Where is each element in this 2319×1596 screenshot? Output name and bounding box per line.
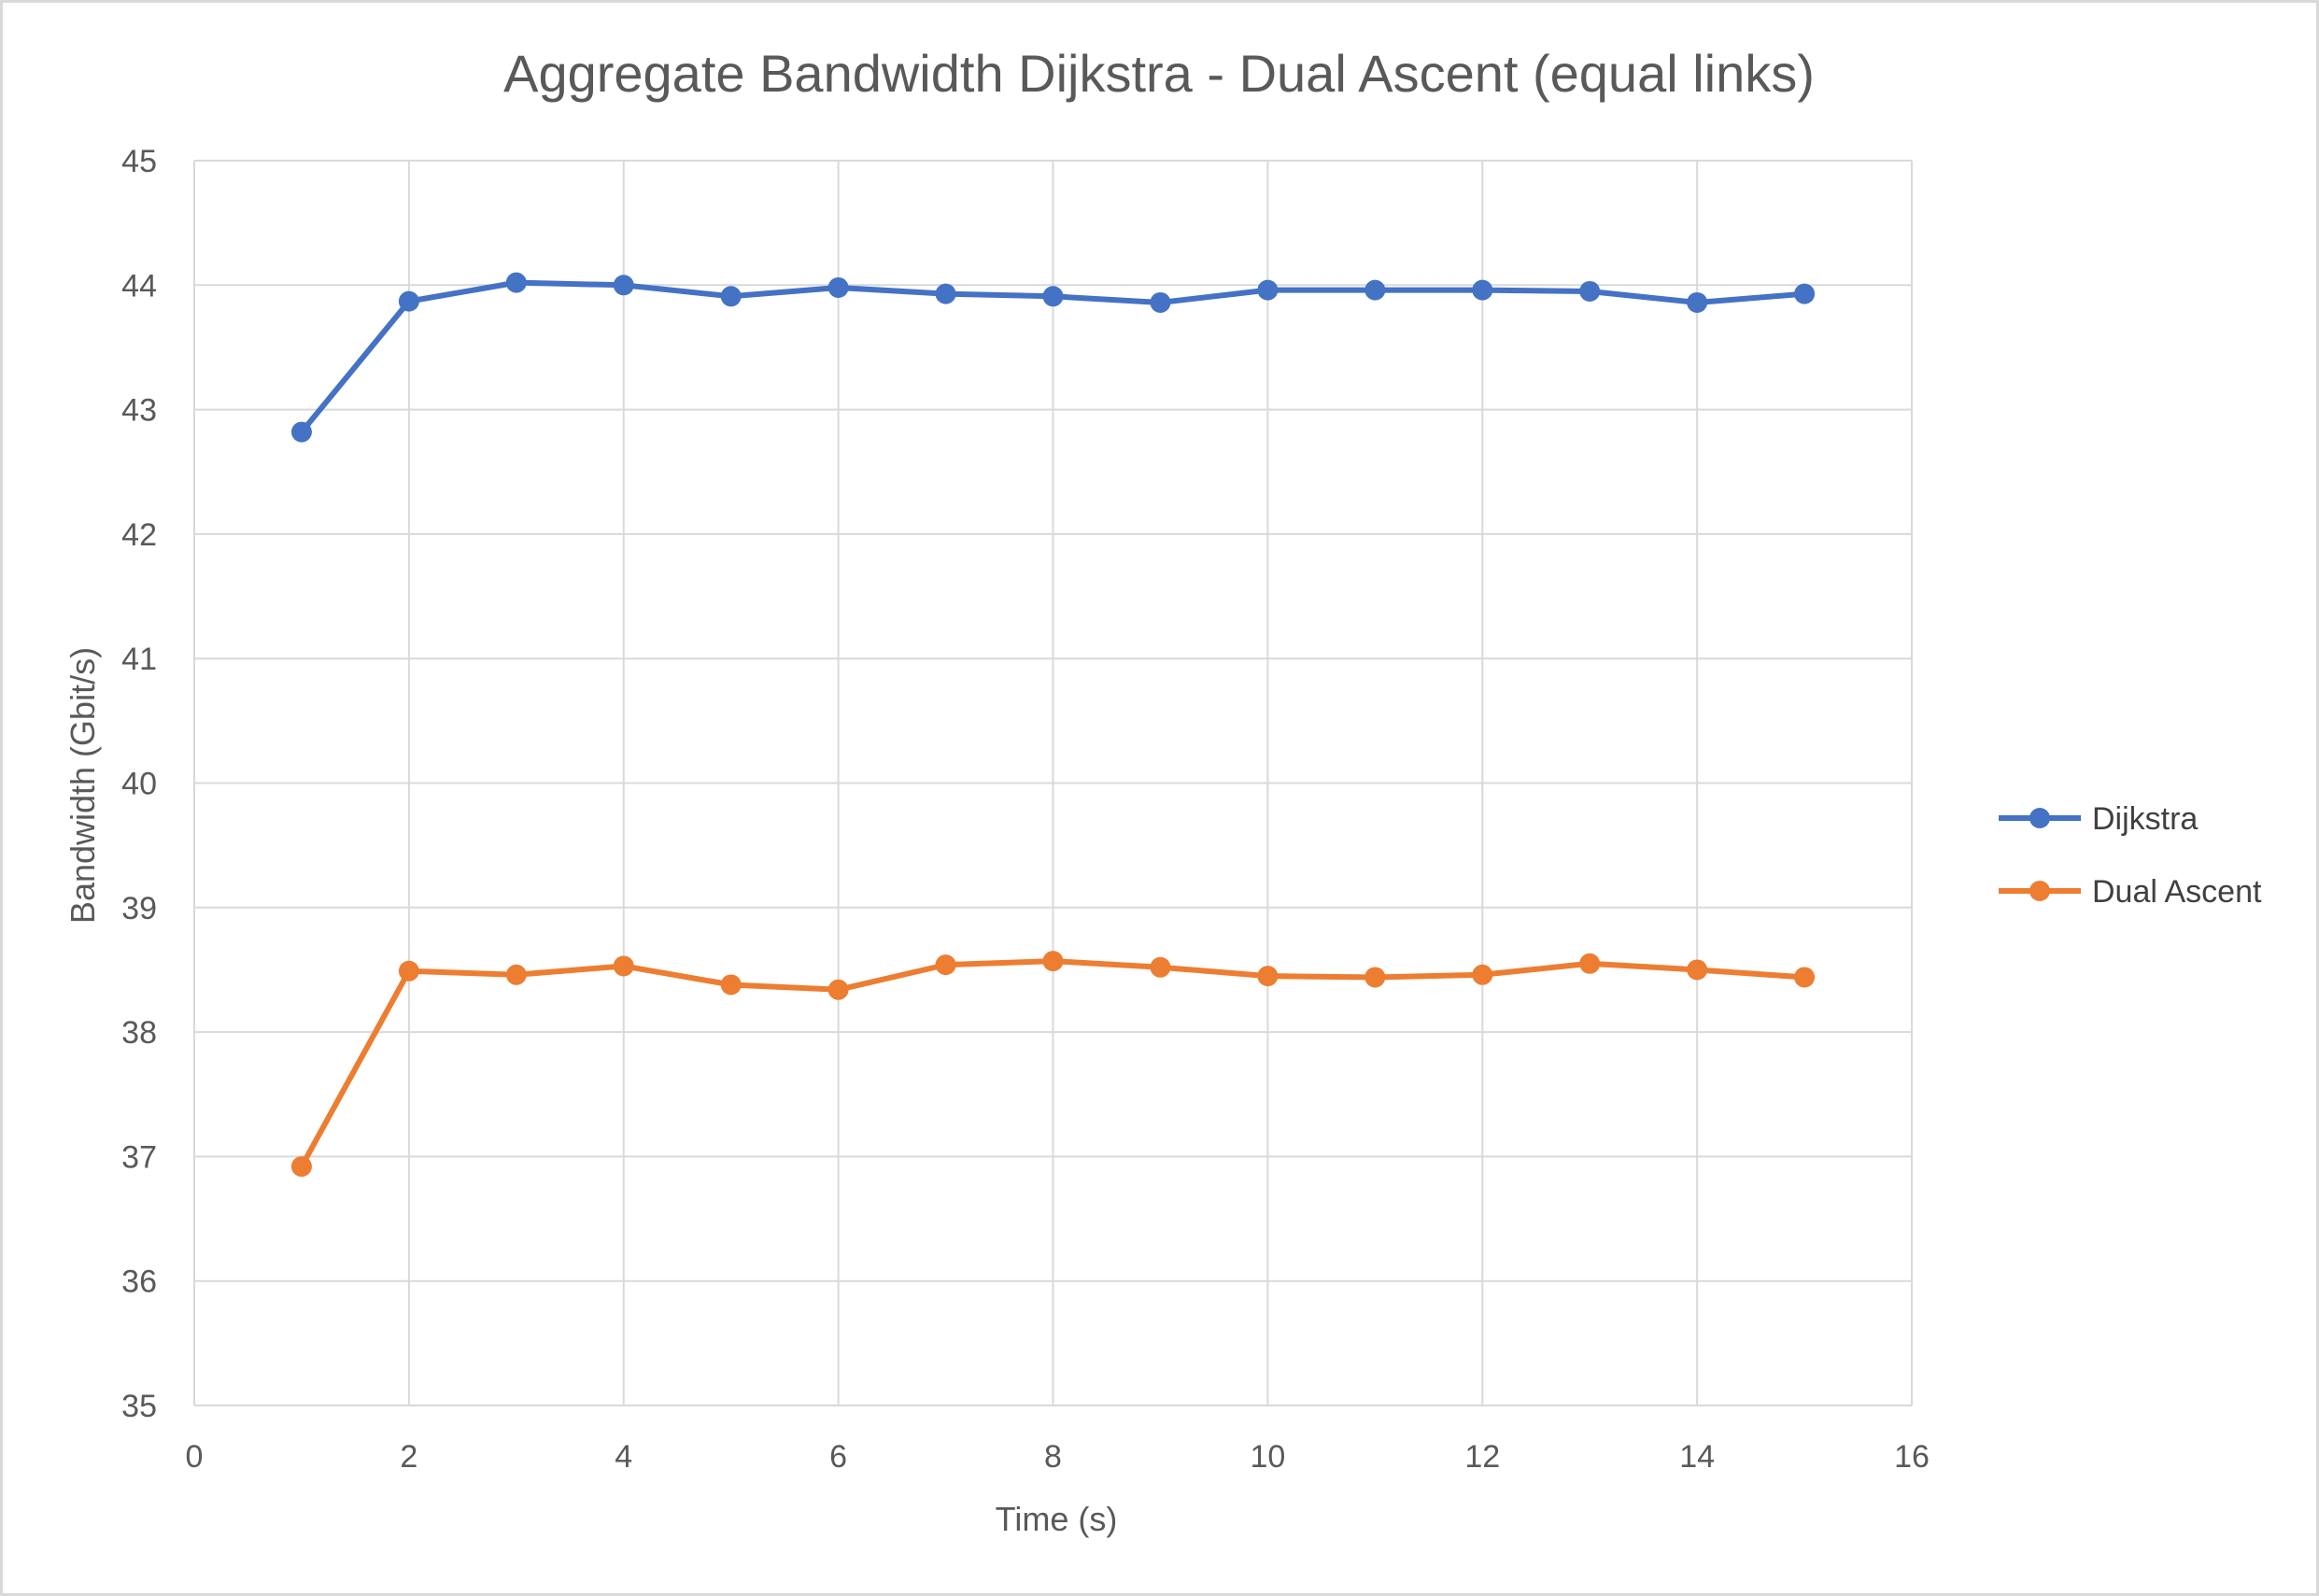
- y-axis-ticks: 35 36 37 38 39 40 41 42 43 44 45: [121, 144, 157, 1424]
- x-axis-title: Time (s): [996, 1500, 1118, 1538]
- x-tick-label: 10: [1250, 1439, 1285, 1475]
- data-point: [1472, 964, 1493, 985]
- data-point: [1150, 956, 1171, 978]
- data-point: [720, 974, 742, 996]
- legend-item: Dual Ascent: [1999, 874, 2262, 910]
- data-point: [935, 283, 956, 304]
- x-tick-label: 2: [400, 1439, 417, 1475]
- data-point: [1794, 967, 1816, 988]
- series-layer: [290, 272, 1816, 1178]
- data-point: [505, 964, 527, 985]
- data-point: [1794, 283, 1816, 304]
- data-point: [1150, 291, 1171, 313]
- data-point: [505, 272, 527, 293]
- y-tick-label: 37: [121, 1139, 157, 1175]
- data-point: [720, 286, 742, 307]
- y-tick-label: 41: [121, 642, 157, 677]
- x-tick-label: 14: [1679, 1439, 1715, 1475]
- data-point: [1042, 286, 1064, 307]
- x-gridlines: [193, 161, 1913, 1405]
- y-tick-label: 39: [121, 891, 157, 926]
- legend-label: Dijkstra: [2092, 801, 2198, 837]
- data-point: [1472, 279, 1493, 301]
- x-tick-label: 6: [829, 1439, 847, 1475]
- data-point: [1257, 279, 1279, 301]
- data-point: [1365, 967, 1386, 988]
- legend-swatch-marker: [2029, 808, 2050, 828]
- x-axis-ticks: 0 2 4 6 8 10 12 14 16: [186, 1439, 1930, 1475]
- y-axis-title: Bandwidth (Gbit/s): [64, 647, 102, 924]
- data-point: [1042, 951, 1064, 972]
- legend-label: Dual Ascent: [2092, 874, 2262, 910]
- data-point: [613, 955, 634, 977]
- x-tick-label: 8: [1044, 1439, 1062, 1475]
- data-point: [290, 421, 312, 443]
- y-tick-label: 42: [121, 517, 157, 553]
- data-point: [1687, 291, 1708, 313]
- x-tick-label: 12: [1464, 1439, 1500, 1475]
- legend-swatch-marker: [2029, 881, 2050, 901]
- y-tick-label: 43: [121, 393, 157, 429]
- line-chart: Aggregate Bandwidth Dijkstra - Dual Asce…: [64, 44, 2262, 1538]
- series-dijkstra: [290, 272, 1816, 443]
- data-point: [827, 979, 849, 1000]
- legend: Dijkstra Dual Ascent: [1999, 801, 2262, 910]
- chart-title: Aggregate Bandwidth Dijkstra - Dual Asce…: [503, 44, 1815, 103]
- data-point: [935, 954, 956, 976]
- y-tick-label: 40: [121, 767, 157, 802]
- series-dual-ascent: [290, 951, 1816, 1178]
- data-point: [827, 276, 849, 298]
- data-point: [398, 290, 419, 312]
- data-point: [1579, 953, 1601, 974]
- data-point: [613, 275, 634, 296]
- y-tick-label: 38: [121, 1015, 157, 1051]
- data-point: [290, 1156, 312, 1178]
- y-tick-label: 36: [121, 1264, 157, 1300]
- legend-item: Dijkstra: [1999, 801, 2198, 837]
- y-tick-label: 45: [121, 144, 157, 179]
- data-point: [398, 960, 419, 982]
- y-tick-label: 44: [121, 268, 157, 304]
- data-point: [1579, 280, 1601, 302]
- data-point: [1365, 279, 1386, 301]
- data-point: [1257, 966, 1279, 987]
- x-tick-label: 0: [186, 1439, 204, 1475]
- x-tick-label: 4: [615, 1439, 632, 1475]
- data-point: [1687, 959, 1708, 981]
- x-tick-label: 16: [1894, 1439, 1930, 1475]
- y-tick-label: 35: [121, 1389, 157, 1424]
